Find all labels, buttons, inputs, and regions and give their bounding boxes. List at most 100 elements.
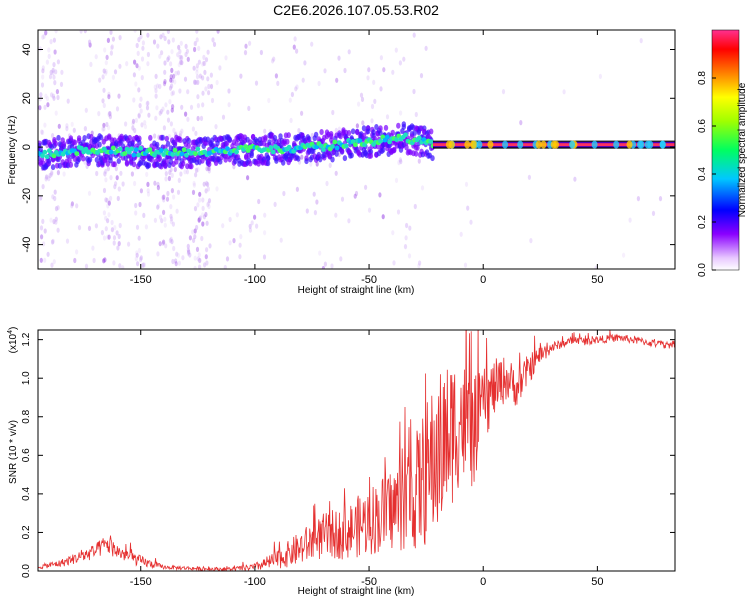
spectrogram-noise-point [169, 121, 173, 127]
spectrogram-noise-point [154, 73, 158, 79]
snr-multiplier-close: ) [8, 327, 19, 330]
spectrogram-noise-point [115, 106, 120, 112]
spectrogram-noise-point [172, 73, 176, 79]
spectrogram-halo-point [68, 161, 74, 168]
spectrogram-noise-point [469, 219, 473, 225]
spectrogram-noise-point [47, 53, 51, 60]
spectrogram-noise-point [166, 190, 170, 197]
spectrogram-noise-point [288, 97, 292, 103]
spectrogram-noise-point [212, 41, 217, 48]
spectrogram-ridge-point [245, 148, 251, 153]
spectrogram-noise-point [501, 89, 506, 95]
spectrogram-noise-point [43, 228, 47, 234]
spectrogram-noise-point [109, 195, 113, 201]
spectrogram-noise-point [205, 220, 209, 226]
spectrogram-noise-point [145, 171, 149, 177]
spectrogram-noise-point [144, 224, 148, 230]
spectrogram-ridge-point [108, 149, 114, 155]
spectrogram-noise-point [193, 79, 197, 85]
spectrogram-noise-point [290, 91, 294, 98]
spectrogram-noise-point [56, 59, 61, 65]
spectrogram-noise-point [622, 252, 626, 258]
spectrogram-noise-point [88, 39, 92, 45]
spectrogram-noise-point [146, 188, 150, 194]
spectrogram-noise-point [107, 91, 111, 97]
spectrogram-noise-point [156, 204, 160, 210]
spectrogram-ytick-label: -40 [21, 237, 33, 253]
spectrogram-noise-point [163, 69, 167, 75]
spectrogram-halo-point [57, 162, 63, 169]
spectrogram-halo-point [248, 160, 253, 167]
spectrogram-noise-point [186, 116, 190, 122]
spectrogram-noise-point [137, 37, 141, 43]
spectrogram-noise-point [39, 195, 43, 201]
spectrogram-halo-point [274, 157, 279, 164]
spectrogram-noise-point [83, 30, 87, 34]
spectrogram-noise-point [215, 186, 219, 192]
spectrogram-noise-point [254, 80, 259, 86]
spectrogram-noise-point [53, 189, 57, 195]
spectrogram-noise-point [378, 192, 382, 198]
spectrogram-noise-point [51, 67, 55, 73]
spectrogram-noise-point [108, 110, 112, 117]
spectrogram-noise-point [235, 212, 239, 218]
spectrogram-halo-point [248, 139, 253, 146]
spectrogram-noise-point [208, 243, 212, 249]
spectrogram-noise-point [56, 227, 60, 233]
spectrogram-noise-point [158, 83, 162, 90]
spectrogram-noise-point [41, 74, 45, 80]
spectrogram-noise-point [106, 166, 110, 172]
spectrogram-noise-point [193, 265, 197, 269]
spectrogram-noise-point [198, 258, 202, 264]
spectrogram-ridge-point [122, 151, 128, 156]
spectrogram-noise-point [168, 169, 172, 176]
spectrogram-noise-point [309, 161, 313, 167]
spectrogram-noise-point [353, 193, 357, 199]
spectrogram-noise-point [49, 69, 53, 75]
spectrogram-noise-point [54, 110, 58, 116]
spectrogram-noise-point [201, 61, 205, 67]
spectrogram-noise-point [394, 177, 399, 183]
spectrogram-noise-point [101, 126, 105, 132]
spectrogram-noise-point [134, 256, 138, 262]
spectrogram-noise-point [317, 80, 321, 87]
spectrogram-noise-point [38, 105, 42, 111]
spectrogram-noise-point [117, 93, 121, 99]
spectrogram-halo-point [46, 157, 52, 164]
spectrogram-halo-point [381, 146, 386, 153]
spectrogram-noise-point [154, 115, 158, 121]
spectrogram-noise-point [140, 75, 144, 81]
spectrogram-noise-point [54, 30, 58, 34]
spectrogram-halo-point [76, 156, 82, 163]
spectrogram-ridge-point [184, 152, 189, 158]
spectrogram-noise-point [232, 238, 236, 244]
spectrogram-noise-point [112, 260, 116, 266]
spectrogram-noise-point [340, 196, 345, 202]
spectrogram-noise-point [459, 231, 463, 237]
spectrogram-noise-point [52, 37, 57, 43]
spectrogram-noise-point [178, 48, 182, 55]
spectrogram-noise-point [170, 91, 174, 97]
spectrogram-halo-point [249, 150, 254, 157]
spectrogram-noise-point [121, 181, 125, 187]
spectrogram-noise-point [104, 70, 108, 76]
spectrogram-halo-point [429, 128, 434, 135]
spectrogram-noise-point [199, 115, 204, 121]
spectrogram-noise-point [205, 247, 209, 253]
spectrogram-noise-point [146, 181, 150, 187]
spectrogram-noise-point [102, 235, 107, 241]
spectrogram-ridge-point [158, 148, 164, 153]
spectrogram-noise-point [246, 175, 250, 181]
spectrogram-noise-point [191, 189, 196, 195]
spectrogram-noise-point [47, 47, 51, 53]
spectrogram-noise-point [46, 251, 50, 257]
spectrogram-noise-point [194, 130, 198, 136]
spectrogram-halo-point [87, 156, 93, 163]
spectrogram-halo-point [401, 123, 406, 130]
spectrogram-noise-point [66, 98, 70, 104]
spectrogram-ridge-point [74, 151, 80, 157]
spectrogram-noise-point [192, 65, 196, 71]
spectrogram-halo-point [265, 155, 271, 162]
spectrogram-ridge-point [286, 144, 292, 150]
spectrogram-noise-point [145, 101, 149, 107]
